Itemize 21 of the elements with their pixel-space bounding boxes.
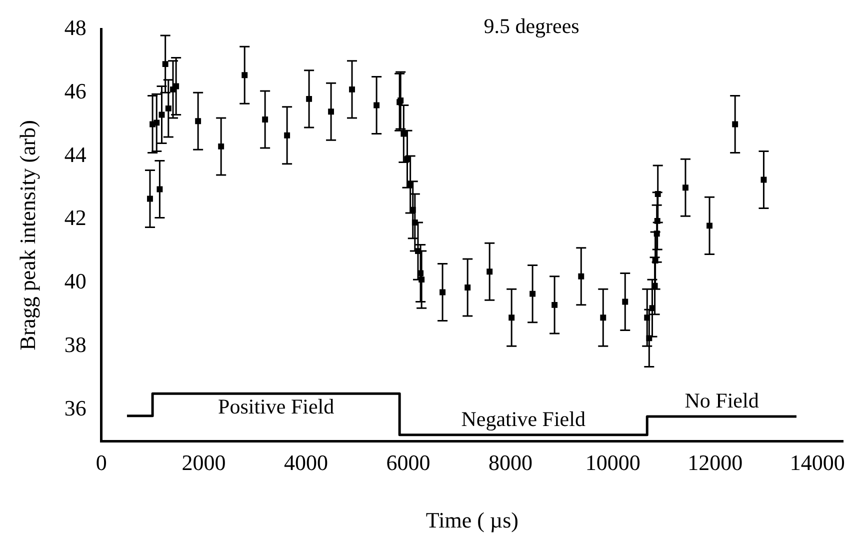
x-axis-title: Time ( µs)	[426, 508, 518, 533]
annotation: No Field	[684, 388, 760, 412]
x-tick-label: 14000	[790, 450, 845, 476]
y-tick-label: 40	[64, 268, 86, 294]
y-tick-label: 48	[64, 14, 86, 40]
y-tick-label: 44	[64, 142, 86, 167]
annotation: 9.5 degrees	[484, 14, 580, 38]
annotation: Negative Field	[461, 406, 586, 431]
x-tick-label: 6000	[386, 450, 430, 476]
y-tick-label: 38	[64, 332, 86, 357]
x-tick-label: 2000	[182, 450, 226, 476]
x-tick-label: 8000	[488, 450, 533, 476]
x-tick-label: 4000	[284, 450, 328, 476]
y-tick-label: 36	[64, 395, 86, 420]
y-tick-label: 42	[64, 205, 86, 230]
x-tick-label: 12000	[688, 450, 743, 476]
x-tick-label: 0	[96, 450, 107, 476]
y-tick-label: 46	[64, 78, 86, 104]
annotation: Positive Field	[218, 394, 335, 419]
x-tick-label: 10000	[585, 450, 640, 476]
y-axis-title: Bragg peak intensity (arb)	[14, 120, 40, 350]
